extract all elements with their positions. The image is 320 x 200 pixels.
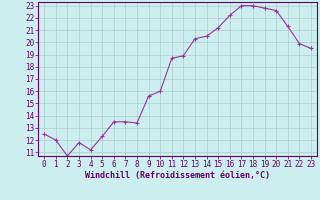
X-axis label: Windchill (Refroidissement éolien,°C): Windchill (Refroidissement éolien,°C) bbox=[85, 171, 270, 180]
